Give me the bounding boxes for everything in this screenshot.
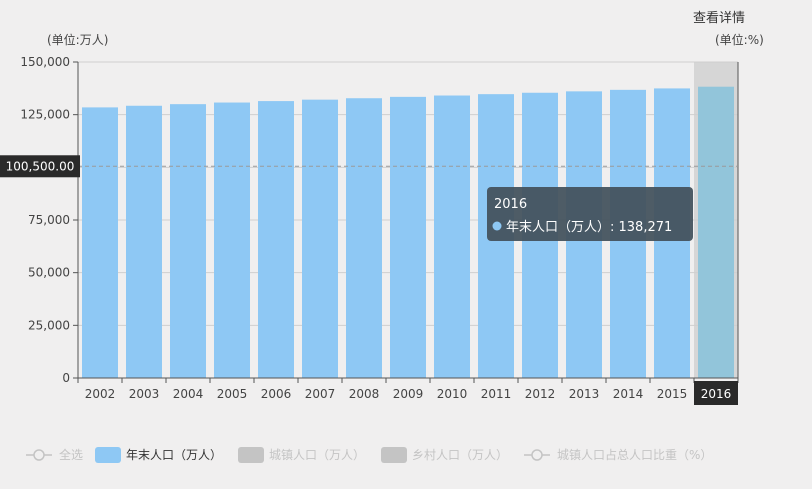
x-tick-labels: 2002 2003 2004 2005 2006 2007 2008 2009 2010 2011… — [85, 387, 688, 401]
legend-item-rural-population[interactable]: 乡村人口（万人） — [381, 447, 508, 463]
tooltip-background — [487, 187, 693, 241]
legend-item-year-end-population[interactable]: 年末人口（万人） — [95, 447, 222, 463]
view-details-link[interactable]: 查看详情 — [693, 10, 745, 26]
y-tick-label: 0 — [62, 371, 70, 385]
x-tick-label: 2014 — [613, 387, 644, 401]
bar-2016[interactable] — [698, 86, 734, 378]
legend: 全选 年末人口（万人） 城镇人口（万人） 乡村人口（万人） 城镇人口占总人口比重… — [26, 447, 712, 463]
x-tick-label: 2008 — [349, 387, 380, 401]
x-pointer-value: 2016 — [701, 387, 732, 401]
x-tick-label: 2010 — [437, 387, 468, 401]
axes — [73, 61, 739, 383]
bar-2004[interactable] — [170, 104, 206, 378]
x-tick-label: 2015 — [657, 387, 688, 401]
x-tick-label: 2009 — [393, 387, 424, 401]
bar-2006[interactable] — [258, 101, 294, 378]
x-tick-label: 2006 — [261, 387, 292, 401]
x-tick-label: 2004 — [173, 387, 204, 401]
x-tick-label: 2003 — [129, 387, 160, 401]
legend-rect-icon — [95, 447, 121, 463]
bar-2005[interactable] — [214, 102, 250, 378]
bar-2009[interactable] — [390, 96, 426, 379]
y-pointer-value: 100,500.00 — [6, 159, 75, 173]
right-axis-unit: (单位:%) — [715, 32, 764, 47]
y-tick-label: 75,000 — [28, 213, 70, 227]
legend-item-urbanization-ratio[interactable]: 城镇人口占总人口比重（%） — [524, 447, 712, 462]
y-pointer-label: 100,500.00 — [0, 155, 80, 178]
legend-circle-icon — [33, 449, 45, 461]
legend-circle-icon — [531, 449, 543, 461]
x-tick-label: 2007 — [305, 387, 336, 401]
legend-rect-icon — [381, 447, 407, 463]
x-tick-label: 2005 — [217, 387, 248, 401]
tooltip: 2016 年末人口（万人）: 138,271 — [487, 187, 693, 241]
x-tick-label: 2013 — [569, 387, 600, 401]
legend-item-urban-population[interactable]: 城镇人口（万人） — [238, 447, 365, 463]
bar-2008[interactable] — [346, 98, 382, 378]
y-tick-label: 50,000 — [28, 266, 70, 280]
legend-item-select-all[interactable]: 全选 — [26, 447, 83, 462]
bar-2010[interactable] — [434, 95, 470, 379]
x-tick-label: 2012 — [525, 387, 556, 401]
legend-label: 城镇人口（万人） — [269, 448, 365, 462]
legend-label: 全选 — [59, 447, 83, 462]
x-tick-label: 2002 — [85, 387, 116, 401]
bar-2007[interactable] — [302, 99, 338, 378]
legend-label: 年末人口（万人） — [126, 448, 222, 462]
legend-label: 城镇人口占总人口比重（%） — [557, 447, 712, 462]
y-tick-label: 150,000 — [20, 55, 70, 69]
legend-rect-icon — [238, 447, 264, 463]
tooltip-series-marker — [492, 221, 502, 231]
tooltip-title: 2016 — [494, 197, 527, 212]
left-axis-unit: (单位:万人) — [47, 32, 108, 47]
y-tick-label: 125,000 — [20, 108, 70, 122]
bar-2002[interactable] — [82, 107, 118, 379]
bar-2003[interactable] — [126, 105, 162, 379]
x-tick-label: 2011 — [481, 387, 512, 401]
y-tick-label: 25,000 — [28, 318, 70, 332]
legend-label: 乡村人口（万人） — [412, 448, 508, 462]
x-pointer-label: 2016 — [694, 381, 738, 405]
tooltip-series-text: 年末人口（万人）: 138,271 — [506, 220, 672, 235]
